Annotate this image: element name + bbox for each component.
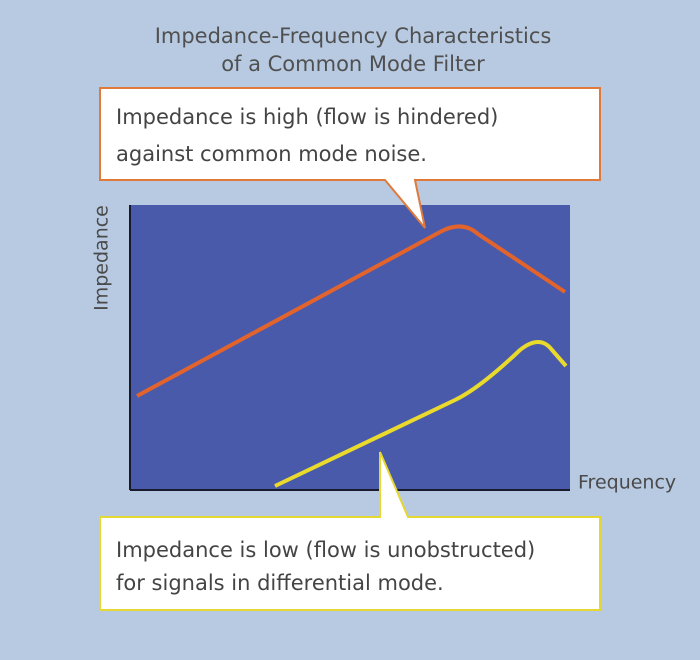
callout-text: Impedance is low (flow is unobstructed)	[116, 538, 535, 562]
callout-box	[99, 451, 601, 611]
x-axis-label: Frequency	[578, 472, 676, 494]
common-mode-curve	[136, 224, 567, 398]
callout-text: for signals in differential mode.	[116, 571, 444, 595]
callout-text: against common mode noise.	[116, 142, 427, 166]
plot-area	[130, 205, 570, 490]
callout-text: Impedance is high (flow is hindered)	[116, 105, 498, 129]
y-axis-label: Impedance	[91, 205, 113, 311]
title-line: Impedance-Frequency Characteristics	[155, 24, 552, 48]
title-line: of a Common Mode Filter	[221, 52, 485, 76]
differential-mode-curve	[274, 340, 568, 488]
callout-box	[99, 87, 601, 229]
